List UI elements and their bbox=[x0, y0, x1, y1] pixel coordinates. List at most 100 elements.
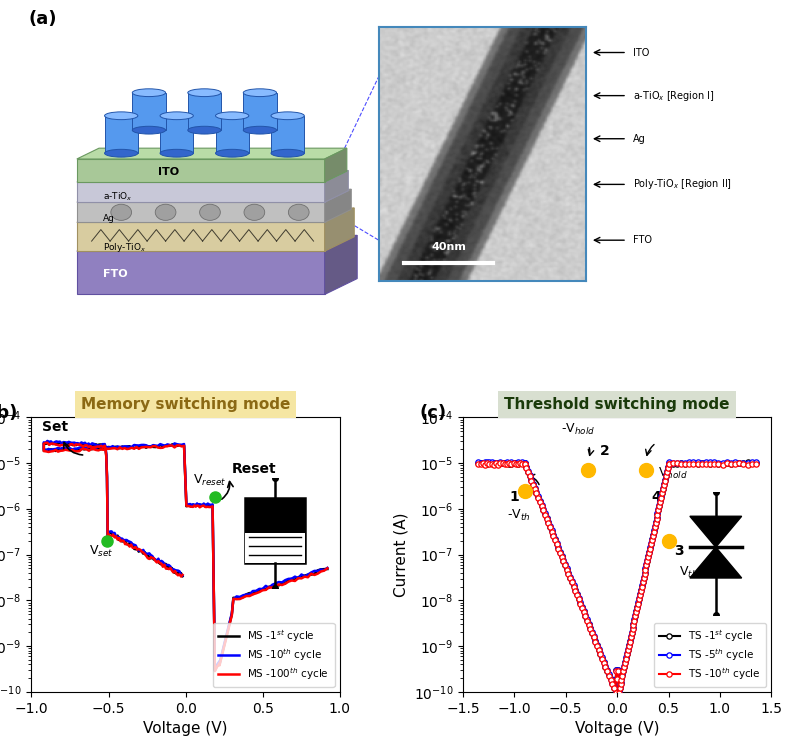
Bar bbox=[105, 116, 138, 153]
Line: TS -10$^{th}$ cycle: TS -10$^{th}$ cycle bbox=[476, 461, 759, 695]
TS -10$^{th}$ cycle bbox=[625, 637, 634, 646]
Circle shape bbox=[288, 205, 309, 220]
Polygon shape bbox=[77, 208, 354, 222]
Text: Poly-TiO$_x$: Poly-TiO$_x$ bbox=[102, 241, 146, 254]
TS -1$^{st}$ cycle bbox=[553, 543, 563, 552]
Line: MS -10$^{th}$ cycle: MS -10$^{th}$ cycle bbox=[44, 441, 327, 669]
Text: Set: Set bbox=[42, 420, 68, 434]
Text: ITO: ITO bbox=[633, 48, 649, 57]
Text: Ag: Ag bbox=[102, 214, 115, 223]
Line: TS -1$^{st}$ cycle: TS -1$^{st}$ cycle bbox=[476, 460, 759, 695]
TS -10$^{th}$ cycle bbox=[474, 459, 483, 468]
MS -100$^{th}$ cycle bbox=[42, 438, 52, 447]
Title: Memory switching mode: Memory switching mode bbox=[81, 397, 290, 412]
Ellipse shape bbox=[216, 150, 249, 157]
TS -5$^{th}$ cycle bbox=[611, 687, 620, 696]
Line: MS -100$^{th}$ cycle: MS -100$^{th}$ cycle bbox=[44, 443, 327, 671]
TS -1$^{st}$ cycle bbox=[743, 458, 752, 467]
Ellipse shape bbox=[105, 112, 138, 120]
Polygon shape bbox=[324, 170, 349, 202]
TS -10$^{th}$ cycle bbox=[491, 458, 501, 467]
Ellipse shape bbox=[132, 126, 165, 134]
Bar bbox=[271, 116, 305, 153]
Polygon shape bbox=[324, 189, 351, 222]
TS -1$^{st}$ cycle bbox=[657, 488, 667, 497]
Legend: MS -1$^{st}$ cycle, MS -10$^{th}$ cycle, MS -100$^{th}$ cycle: MS -1$^{st}$ cycle, MS -10$^{th}$ cycle,… bbox=[213, 623, 334, 687]
Ellipse shape bbox=[105, 150, 138, 157]
TS -5$^{th}$ cycle bbox=[553, 543, 563, 552]
MS -1$^{st}$ cycle bbox=[105, 528, 115, 537]
Text: FTO: FTO bbox=[102, 269, 127, 279]
TS -10$^{th}$ cycle bbox=[658, 485, 667, 494]
MS -100$^{th}$ cycle bbox=[261, 586, 271, 594]
MS -100$^{th}$ cycle bbox=[61, 440, 70, 449]
TS -1$^{st}$ cycle bbox=[624, 641, 634, 650]
TS -10$^{th}$ cycle bbox=[611, 688, 620, 697]
TS -5$^{th}$ cycle bbox=[751, 458, 760, 467]
Circle shape bbox=[200, 205, 220, 220]
Ellipse shape bbox=[271, 150, 305, 157]
Text: Poly-TiO$_x$ [Region II]: Poly-TiO$_x$ [Region II] bbox=[633, 177, 732, 191]
TS -5$^{th}$ cycle bbox=[474, 458, 483, 466]
Circle shape bbox=[111, 205, 131, 220]
Polygon shape bbox=[77, 189, 351, 202]
MS -100$^{th}$ cycle bbox=[105, 531, 115, 540]
TS -5$^{th}$ cycle bbox=[722, 458, 731, 466]
MS -1$^{st}$ cycle bbox=[42, 446, 51, 455]
MS -1$^{st}$ cycle bbox=[210, 666, 220, 675]
Text: a-TiO$_x$ [Region I]: a-TiO$_x$ [Region I] bbox=[633, 89, 715, 103]
Circle shape bbox=[244, 205, 264, 220]
Text: V$_{reset}$: V$_{reset}$ bbox=[194, 473, 227, 488]
TS -1$^{st}$ cycle bbox=[581, 612, 590, 620]
Text: 40nm: 40nm bbox=[431, 243, 466, 252]
Line: TS -5$^{th}$ cycle: TS -5$^{th}$ cycle bbox=[476, 459, 759, 694]
Text: a-TiO$_x$: a-TiO$_x$ bbox=[102, 190, 132, 203]
MS -10$^{th}$ cycle bbox=[188, 500, 198, 509]
Text: $\mathbf{2}$: $\mathbf{2}$ bbox=[599, 444, 609, 458]
Text: -V$_{hold}$: -V$_{hold}$ bbox=[561, 423, 595, 437]
Ellipse shape bbox=[188, 126, 221, 134]
Polygon shape bbox=[77, 222, 324, 251]
Line: MS -1$^{st}$ cycle: MS -1$^{st}$ cycle bbox=[44, 442, 327, 670]
Bar bbox=[216, 116, 249, 153]
Polygon shape bbox=[324, 208, 354, 251]
Polygon shape bbox=[77, 148, 347, 159]
Polygon shape bbox=[77, 251, 324, 295]
Polygon shape bbox=[77, 159, 324, 182]
MS -10$^{th}$ cycle bbox=[323, 563, 332, 572]
TS -5$^{th}$ cycle bbox=[624, 641, 634, 650]
Text: $\mathbf{1}$: $\mathbf{1}$ bbox=[509, 490, 520, 504]
TS -1$^{st}$ cycle bbox=[491, 459, 501, 468]
Ellipse shape bbox=[132, 89, 165, 97]
Text: -V$_{th}$: -V$_{th}$ bbox=[507, 508, 530, 523]
Polygon shape bbox=[77, 235, 357, 251]
TS -10$^{th}$ cycle bbox=[556, 548, 565, 557]
MS -10$^{th}$ cycle bbox=[135, 546, 145, 555]
Ellipse shape bbox=[243, 89, 276, 97]
MS -10$^{th}$ cycle bbox=[42, 437, 52, 446]
MS -1$^{st}$ cycle bbox=[61, 440, 70, 449]
TS -5$^{th}$ cycle bbox=[491, 458, 501, 467]
TS -1$^{st}$ cycle bbox=[611, 687, 620, 696]
Polygon shape bbox=[324, 148, 347, 182]
Ellipse shape bbox=[216, 112, 249, 120]
MS -1$^{st}$ cycle bbox=[135, 546, 145, 555]
TS -10$^{th}$ cycle bbox=[751, 459, 760, 468]
Y-axis label: Current (A): Current (A) bbox=[394, 513, 408, 597]
MS -10$^{th}$ cycle bbox=[210, 664, 220, 673]
MS -1$^{st}$ cycle bbox=[323, 565, 332, 574]
X-axis label: Voltage (V): Voltage (V) bbox=[143, 721, 228, 737]
MS -10$^{th}$ cycle bbox=[178, 571, 187, 580]
TS -10$^{th}$ cycle bbox=[582, 616, 592, 625]
Polygon shape bbox=[324, 235, 357, 295]
MS -10$^{th}$ cycle bbox=[261, 581, 271, 590]
MS -100$^{th}$ cycle bbox=[178, 571, 187, 580]
TS -1$^{st}$ cycle bbox=[485, 458, 494, 467]
Ellipse shape bbox=[160, 112, 194, 120]
TS -5$^{th}$ cycle bbox=[485, 458, 494, 466]
Ellipse shape bbox=[271, 112, 305, 120]
MS -100$^{th}$ cycle bbox=[42, 447, 51, 456]
MS -1$^{st}$ cycle bbox=[188, 500, 198, 509]
Ellipse shape bbox=[188, 89, 221, 97]
Title: Threshold switching mode: Threshold switching mode bbox=[504, 397, 730, 412]
